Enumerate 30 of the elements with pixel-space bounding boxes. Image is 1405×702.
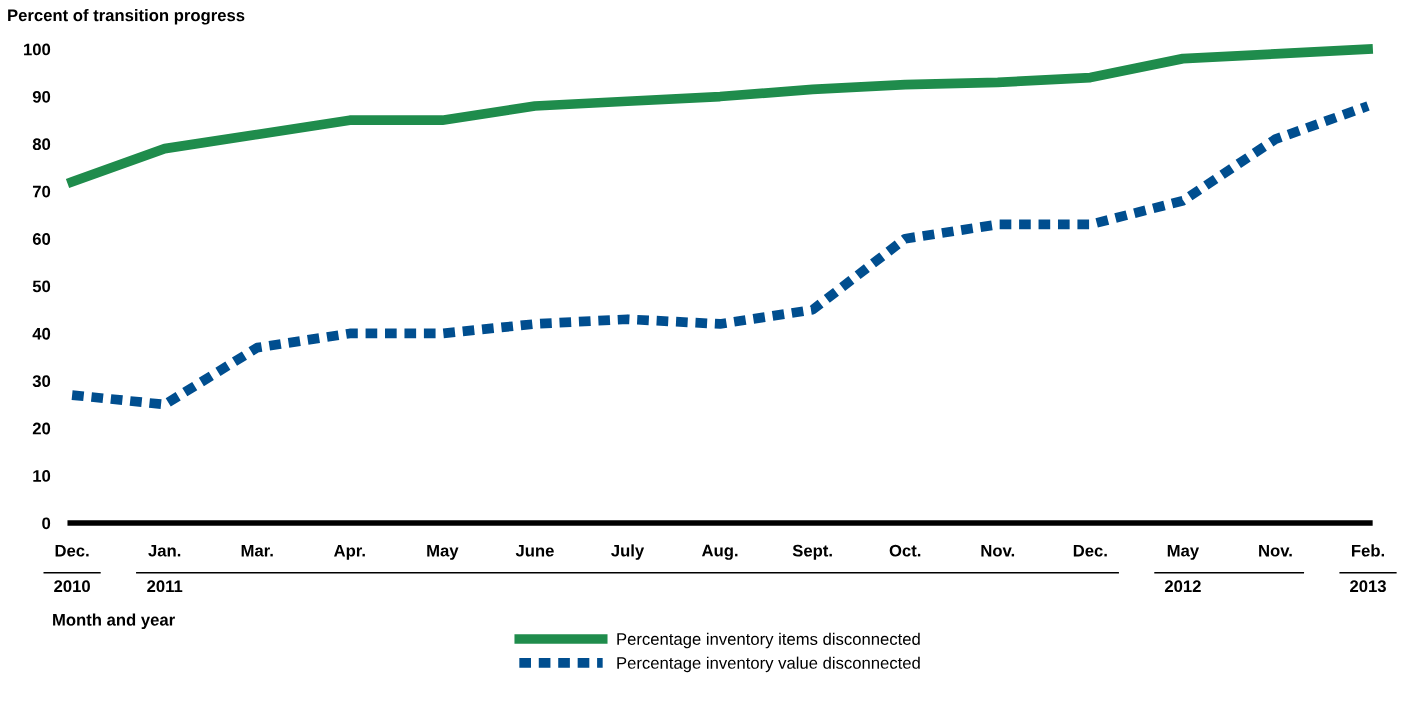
y-axis-title: Percent of transition progress: [8, 8, 245, 25]
category-label: May 2012: [1164, 544, 1201, 593]
category-label: Jan. 2011: [147, 544, 183, 593]
x-tick-label: Apr.: [334, 544, 365, 560]
x-axis-title: Month and year: [53, 613, 175, 630]
x-tick-label: Nov.: [1259, 544, 1292, 557]
category-label: Feb. 2013: [1350, 544, 1386, 593]
y-tick-label: 10: [33, 470, 51, 482]
legend-label: Percentage inventory items disconnected: [617, 632, 920, 649]
legend-label: Percentage inventory value disconnected: [617, 656, 920, 673]
y-tick-label: 40: [32, 327, 51, 340]
x-tick-label: Dec.: [1073, 544, 1107, 557]
x-tick-label: May: [427, 544, 459, 560]
y-tick-label: 60: [32, 233, 51, 245]
y-tick-label: 70: [32, 185, 51, 198]
x-tick-label: Nov.: [981, 544, 1015, 557]
x-tick-label: Mar.: [241, 544, 273, 557]
y-tick-label: 20: [32, 422, 51, 435]
y-tick-label: 50: [32, 280, 51, 293]
x-tick-label: Aug.: [701, 544, 738, 560]
y-tick-label: 80: [32, 138, 51, 151]
x-tick-label: June: [515, 544, 554, 557]
y-tick-label: 30: [32, 375, 51, 388]
x-tick-label: July: [611, 544, 645, 560]
y-tick-label: 90: [32, 90, 51, 103]
x-tick-label: Oct.: [889, 544, 921, 557]
y-tick-label: 0: [42, 517, 51, 530]
x-tick-label: Sept.: [792, 544, 832, 560]
y-tick-label: 100: [24, 43, 51, 56]
category-label: Dec. 2010: [54, 544, 90, 593]
